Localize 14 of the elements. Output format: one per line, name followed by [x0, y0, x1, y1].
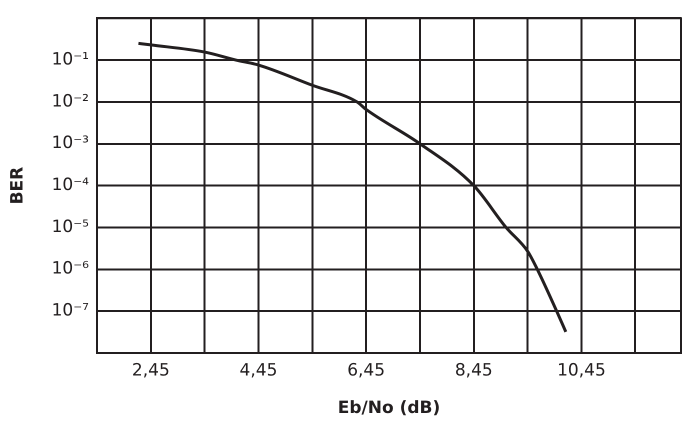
y-tick-label: 10⁻⁵	[52, 216, 89, 237]
y-tick-label: 10⁻⁴	[52, 175, 90, 196]
y-tick-label: 10⁻⁶	[52, 258, 90, 279]
y-tick-label: 10⁻¹	[52, 49, 89, 70]
x-tick-label: 8,45	[454, 360, 493, 381]
x-axis-title: Eb/No (dB)	[338, 398, 440, 418]
x-tick-label: 6,45	[347, 360, 386, 381]
y-tick-label: 10⁻³	[52, 133, 89, 154]
x-tick-label: 4,45	[240, 360, 278, 381]
y-tick-label: 10⁻⁷	[52, 300, 90, 321]
x-tick-label: 10,45	[557, 360, 606, 381]
y-axis-title: BER	[8, 166, 28, 204]
x-tick-label: 2,45	[132, 360, 170, 381]
y-tick-label: 10⁻²	[52, 91, 89, 112]
